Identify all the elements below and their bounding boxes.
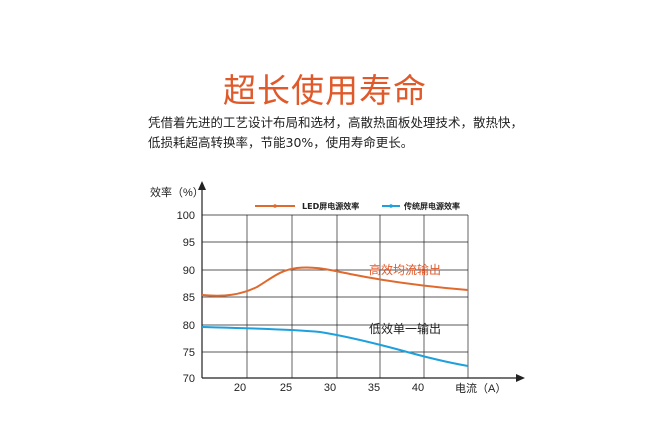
legend-item-traditional: 传统屏电源效率 <box>382 201 460 211</box>
annotation-high-efficiency: 高效均流输出 <box>369 262 441 277</box>
svg-text:70: 70 <box>183 373 195 385</box>
annotation-low-efficiency: 低效单一输出 <box>369 321 441 336</box>
traditional-efficiency-line <box>201 326 469 367</box>
y-axis-label: 效率（%） <box>150 185 204 199</box>
y-tick-labels: 100 95 90 85 80 75 70 <box>177 210 195 385</box>
svg-text:75: 75 <box>183 347 195 359</box>
description-text: 凭借着先进的工艺设计布局和选材，高散热面板处理技术，散热快，低损耗超高转换率，节… <box>148 115 524 150</box>
svg-text:85: 85 <box>183 292 195 304</box>
svg-text:35: 35 <box>368 382 380 394</box>
svg-text:100: 100 <box>177 210 195 222</box>
svg-text:80: 80 <box>183 320 195 332</box>
svg-text:25: 25 <box>280 382 292 394</box>
svg-text:传统屏电源效率: 传统屏电源效率 <box>403 201 460 211</box>
page-title: 超长使用寿命 <box>223 71 427 110</box>
led-efficiency-line <box>201 266 469 297</box>
legend: LED屏电源效率 传统屏电源效率 <box>255 201 460 211</box>
svg-text:40: 40 <box>412 382 424 394</box>
axes <box>198 181 525 382</box>
svg-text:95: 95 <box>183 237 195 249</box>
legend-item-led: LED屏电源效率 <box>255 201 359 211</box>
svg-text:20: 20 <box>234 382 246 394</box>
svg-text:90: 90 <box>183 265 195 277</box>
svg-text:LED屏电源效率: LED屏电源效率 <box>302 201 359 211</box>
x-axis-label: 电流（A） <box>455 381 506 395</box>
svg-text:30: 30 <box>324 382 336 394</box>
x-tick-labels: 20 25 30 35 40 <box>234 382 424 394</box>
grid <box>202 214 469 378</box>
